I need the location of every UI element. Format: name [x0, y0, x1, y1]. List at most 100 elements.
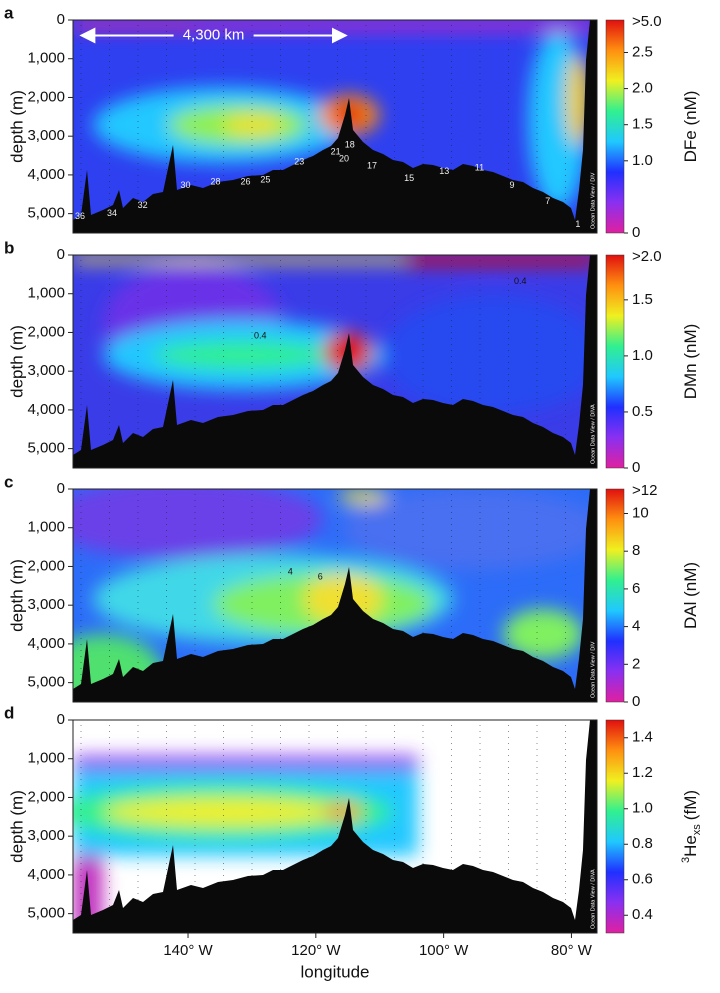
- y-tick-label: 4,000: [27, 866, 65, 883]
- credit: Ocean Data View / DIVA: [590, 869, 596, 929]
- y-tick-label: 0: [57, 480, 65, 497]
- plot-frame: [72, 19, 598, 234]
- x-tick-label: 140° W: [163, 942, 213, 959]
- colorbar-tick-label: 0: [632, 224, 640, 241]
- annotation: 9: [510, 180, 515, 190]
- colorbar-label-part: xs: [691, 824, 703, 836]
- annotation: 15: [404, 173, 414, 183]
- x-tick-label: 100° W: [419, 942, 469, 959]
- colorbar-tick-label: 1.0: [632, 347, 653, 364]
- colorbar-tick-label: 0.8: [632, 835, 653, 852]
- field-patch: [503, 609, 583, 659]
- field-patch: [153, 341, 333, 369]
- annotation: 21: [331, 146, 341, 156]
- y-tick-label: 3,000: [27, 127, 65, 144]
- colorbar-label: DFe (nM): [681, 91, 700, 163]
- colorbar-tick-label: 0: [632, 693, 640, 710]
- annotation: 34: [107, 208, 117, 218]
- colorbar-tick-label: 2.5: [632, 43, 653, 60]
- annotation: 26: [241, 176, 251, 186]
- y-tick-label: 1,000: [27, 750, 65, 767]
- field-patch: [383, 295, 597, 415]
- y-tick-label: 2,000: [27, 88, 65, 105]
- colorbar: [605, 488, 625, 703]
- y-tick-label: 2,000: [27, 788, 65, 805]
- field-patch: [73, 489, 323, 559]
- field: [73, 255, 597, 468]
- annotation: 7: [545, 196, 550, 206]
- field: [73, 20, 597, 233]
- colorbar-label-part: DAl (nM): [681, 562, 700, 629]
- colorbar-over-label: >2.0: [632, 248, 662, 265]
- y-tick-label: 4,000: [27, 401, 65, 418]
- y-tick-label: 1,000: [27, 285, 65, 302]
- colorbar-tick-label: 2.0: [632, 80, 653, 97]
- credit: Ocean Data View / DIV: [590, 641, 596, 698]
- colorbar-label-part: He: [681, 835, 700, 857]
- y-tick-label: 2,000: [27, 323, 65, 340]
- panel-label: d: [4, 703, 14, 722]
- credit: Ocean Data View / DIVA: [590, 404, 596, 464]
- annotation: 17: [367, 160, 377, 170]
- field: [73, 720, 597, 933]
- y-tick-label: 3,000: [27, 596, 65, 613]
- colorbar-tick-label: 4: [632, 618, 640, 635]
- y-tick-label: 5,000: [27, 440, 65, 457]
- colorbar-tick-label: 1.4: [632, 729, 653, 746]
- field-blobs: [73, 20, 597, 210]
- colorbar-tick-label: 1.0: [632, 152, 653, 169]
- annotation: 28: [210, 176, 220, 186]
- credit: Ocean Data View / DIV: [590, 172, 596, 229]
- plot-frame: [72, 719, 598, 934]
- field-patch: [73, 20, 193, 30]
- colorbar-tick-label: 0: [632, 459, 640, 476]
- field-patch: [343, 489, 597, 569]
- annotation: 13: [439, 166, 449, 176]
- annotation: 6: [318, 572, 323, 582]
- colorbar-tick-label: 6: [632, 580, 640, 597]
- annotation: 25: [260, 174, 270, 184]
- colorbar-over-label: >12: [632, 482, 657, 499]
- colorbar-tick-label: 0.4: [632, 906, 653, 923]
- colorbar: [605, 719, 625, 934]
- annotation: 36: [75, 211, 85, 221]
- colorbar-over-label: >5.0: [632, 13, 662, 30]
- field-patch: [323, 804, 363, 820]
- colorbar-tick-label: 10: [632, 504, 649, 521]
- y-axis-label: depth (m): [7, 559, 26, 632]
- colorbar-tick-label: 8: [632, 542, 640, 559]
- plot-frame: [72, 254, 598, 469]
- annotation: 11: [475, 162, 484, 172]
- y-tick-label: 3,000: [27, 362, 65, 379]
- colorbar-label-part: DMn (nM): [681, 324, 700, 400]
- colorbar-tick-label: 0.6: [632, 871, 653, 888]
- y-tick-label: 5,000: [27, 205, 65, 222]
- field-patch: [73, 756, 418, 770]
- annotation: 0.4: [514, 276, 527, 286]
- annotation: 32: [138, 200, 148, 210]
- annotation: 4: [288, 567, 293, 577]
- annotation: 0.4: [254, 331, 267, 341]
- plot-frame: [72, 488, 598, 703]
- colorbar-tick-label: 0.5: [632, 403, 653, 420]
- colorbar-label: DMn (nM): [681, 324, 700, 400]
- x-axis-label: longitude: [300, 962, 369, 981]
- colorbar-tick-label: 1.5: [632, 116, 653, 133]
- x-tick-label: 80° W: [551, 942, 593, 959]
- panel-label: b: [4, 238, 14, 257]
- y-axis-label: depth (m): [7, 90, 26, 163]
- y-tick-label: 4,000: [27, 635, 65, 652]
- y-tick-label: 0: [57, 11, 65, 28]
- colorbar-tick-label: 1.5: [632, 291, 653, 308]
- y-tick-label: 1,000: [27, 519, 65, 536]
- y-tick-label: 3,000: [27, 827, 65, 844]
- colorbar-label-part: (fM): [681, 790, 700, 820]
- colorbar: [605, 19, 625, 234]
- colorbar-tick-label: 1.0: [632, 800, 653, 817]
- annotation: 23: [294, 157, 304, 167]
- field: [73, 489, 597, 702]
- field-patch: [223, 115, 283, 135]
- y-tick-label: 5,000: [27, 674, 65, 691]
- field-patch: [403, 255, 597, 265]
